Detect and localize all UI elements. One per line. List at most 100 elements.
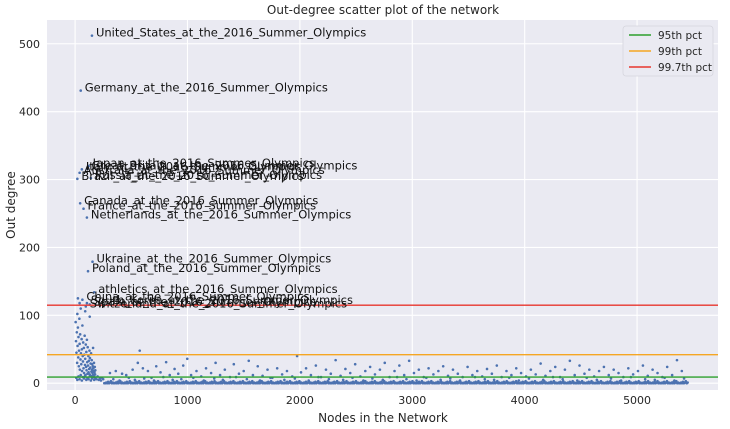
data-point (288, 379, 292, 383)
data-point (656, 379, 659, 383)
data-point (241, 379, 245, 383)
data-point (81, 341, 85, 344)
data-point (448, 377, 452, 380)
data-point (486, 379, 490, 383)
data-point (368, 365, 372, 369)
data-point (171, 378, 174, 382)
data-point (348, 371, 352, 375)
data-point (83, 374, 87, 378)
x-tick-label: 0 (72, 394, 79, 407)
data-point (475, 369, 479, 373)
data-point (185, 379, 188, 383)
data-point (490, 372, 494, 376)
data-point (415, 379, 418, 382)
data-point (448, 379, 452, 383)
data-point (533, 379, 537, 383)
data-point (458, 379, 462, 382)
legend: 95th pct 99th pct 99.7th pct (622, 25, 714, 77)
point-annotation: Canada_at_the_2016_Summer_Olympics (84, 193, 318, 207)
data-point (93, 365, 97, 369)
data-point (617, 371, 620, 375)
data-point (544, 374, 547, 378)
point-annotation: France_at_the_2016_Summer_Olympics (88, 199, 317, 213)
data-point (138, 349, 142, 352)
data-point (232, 379, 235, 383)
data-point (324, 368, 328, 371)
point-annotation: Russia_at_the_2016_Summer_Olympics (95, 168, 322, 182)
data-point (534, 373, 537, 376)
data-point (344, 367, 347, 371)
data-point (258, 379, 262, 382)
data-point (181, 364, 185, 367)
y-tick-labels: 0 100 200 300 400 500 (19, 38, 40, 390)
data-point (299, 371, 303, 374)
data-point (128, 379, 132, 383)
data-point (684, 379, 688, 383)
data-point (80, 337, 83, 341)
labeled-data-point (84, 305, 88, 308)
data-point (168, 373, 172, 377)
reference-lines (47, 304, 718, 378)
data-point (99, 379, 103, 382)
data-point (326, 379, 329, 383)
data-point (251, 373, 255, 377)
data-point (79, 362, 83, 366)
data-point (76, 297, 80, 300)
data-point (345, 379, 348, 383)
labeled-data-point (78, 202, 82, 205)
data-point (209, 371, 213, 375)
data-point (335, 379, 339, 383)
point-annotation: Poland_at_the_2016_Summer_Olympics (92, 261, 321, 275)
data-point (84, 343, 88, 346)
data-point (93, 371, 96, 374)
data-point (120, 372, 124, 376)
data-point (74, 339, 78, 343)
labeled-data-point (90, 34, 94, 37)
data-point (627, 379, 631, 383)
data-point (76, 378, 79, 382)
data-point (599, 379, 603, 383)
data-point (568, 359, 572, 363)
data-point (519, 371, 523, 375)
data-point (83, 309, 87, 313)
y-tick-label: 500 (19, 38, 40, 51)
data-point (87, 354, 90, 358)
data-point (80, 369, 84, 373)
x-tick-label: 5000 (623, 394, 651, 407)
data-point (353, 362, 357, 366)
x-tick-label: 3000 (398, 394, 426, 407)
data-point (517, 379, 521, 382)
data-point (597, 369, 601, 373)
data-point (514, 379, 518, 383)
data-point (83, 334, 86, 337)
data-point (407, 359, 411, 363)
data-point (79, 307, 83, 310)
data-point (76, 326, 80, 329)
data-point (195, 369, 198, 373)
data-point (247, 359, 251, 363)
legend-entry: 99th pct (658, 46, 702, 58)
data-point (81, 324, 84, 327)
data-point (437, 369, 440, 373)
data-point (467, 379, 471, 383)
data-point (627, 366, 630, 370)
data-point (214, 361, 217, 365)
x-axis-label: Nodes in the Network (318, 411, 448, 425)
data-point (578, 364, 581, 367)
data-point (398, 364, 401, 367)
data-point (131, 368, 134, 371)
data-point (383, 361, 387, 365)
data-point (78, 317, 81, 321)
point-annotation: South_Korea_at_the_2016_Summer_Olympics (91, 293, 353, 307)
data-point (495, 364, 499, 367)
data-point (79, 358, 82, 361)
point-annotation: Germany_at_the_2016_Summer_Olympics (85, 81, 328, 95)
data-point (295, 354, 299, 358)
data-point (164, 360, 168, 364)
y-tick-label: 400 (19, 106, 40, 119)
data-point (93, 373, 97, 376)
labeled-data-point (78, 171, 81, 175)
data-point (85, 350, 88, 354)
data-point (256, 364, 260, 368)
